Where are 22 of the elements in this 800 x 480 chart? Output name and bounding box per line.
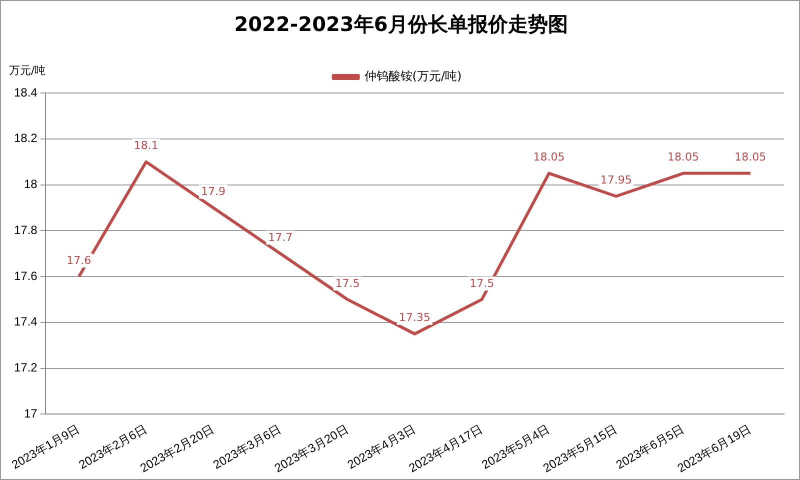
chart-title: 2022-2023年6月份长单报价走势图 [233,11,569,38]
y-tick-label: 17.2 [14,360,38,375]
y-tick-label: 18 [24,177,38,192]
data-label: 17.6 [66,254,92,267]
y-tick-label: 18.2 [14,131,38,146]
data-label: 18.05 [668,150,700,164]
data-label: 17.35 [398,311,430,324]
y-tick-label: 17.8 [14,222,38,237]
data-label: 17.95 [600,174,632,187]
y-tick-label: 17 [24,406,38,420]
data-label: 18.05 [533,150,565,164]
y-axis-title: 万元/吨 [9,63,46,78]
data-label: 17.9 [200,185,226,198]
y-tick-label: 18.4 [14,85,38,100]
y-tick-label: 17.6 [14,268,38,283]
data-label: 17.7 [268,230,293,244]
data-label: 18.05 [734,150,766,164]
data-label: 18.1 [134,139,158,152]
data-label: 17.5 [335,276,360,290]
y-tick-label: 17.4 [14,314,38,329]
legend-label: 仲钨酸铵(万元/吨) [364,69,462,84]
data-label: 17.5 [470,276,494,290]
